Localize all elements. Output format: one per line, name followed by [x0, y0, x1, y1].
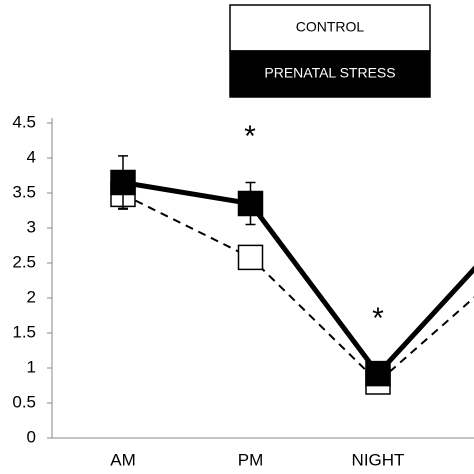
legend-swatch — [229, 50, 431, 98]
y-tick-label: 1 — [27, 357, 36, 376]
marker — [237, 190, 264, 217]
marker — [365, 360, 391, 387]
x-tick-label: PM — [238, 450, 264, 469]
legend-label: CONTROL — [296, 19, 365, 35]
y-tick-label: 4 — [27, 147, 36, 166]
y-tick-label: 1.5 — [12, 322, 36, 341]
y-tick-label: 0.5 — [12, 392, 36, 411]
series-line — [122, 193, 474, 384]
y-tick-label: 2.5 — [12, 252, 36, 271]
annotation: * — [372, 302, 384, 335]
legend-swatch — [229, 4, 431, 52]
marker — [237, 244, 264, 271]
y-tick-label: 4.5 — [12, 112, 36, 131]
y-tick-label: 0 — [27, 427, 36, 446]
series-line — [122, 180, 474, 378]
marker — [110, 169, 136, 196]
legend-label: PRENATAL STRESS — [264, 65, 395, 81]
annotation: * — [244, 120, 256, 153]
legend: CONTROL PRENATAL STRESS — [229, 4, 431, 98]
y-tick-label: 2 — [27, 287, 36, 306]
x-tick-label: NIGHT — [352, 450, 405, 469]
x-tick-label: AM — [110, 450, 136, 469]
y-tick-label: 3.5 — [12, 182, 36, 201]
y-tick-label: 3 — [27, 217, 36, 236]
